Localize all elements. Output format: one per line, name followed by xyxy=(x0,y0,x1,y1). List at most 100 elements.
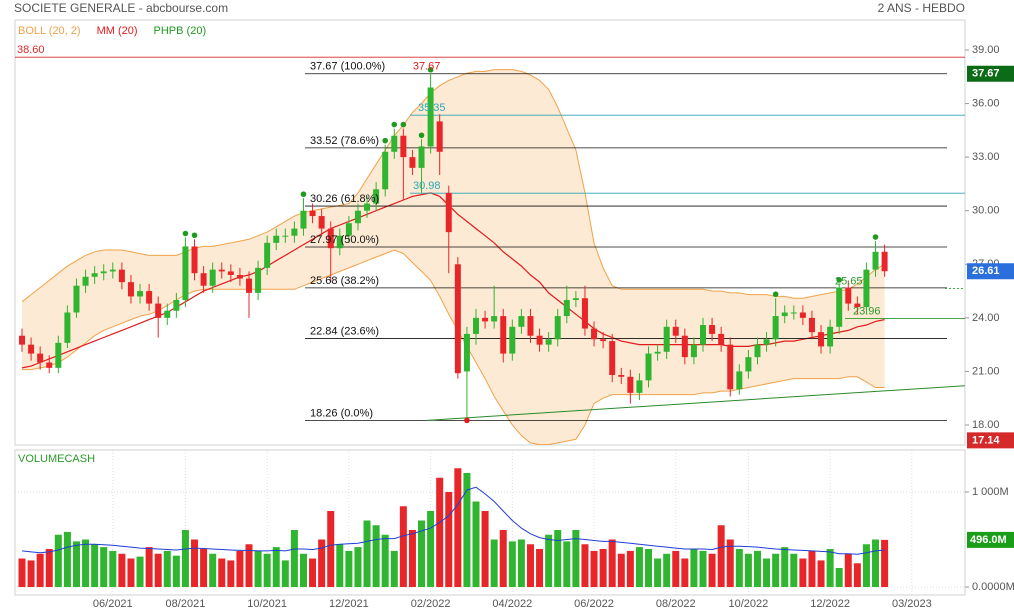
volume-bar xyxy=(91,544,99,588)
volume-bar xyxy=(363,520,371,588)
candle-body xyxy=(518,316,525,327)
volume-bar xyxy=(109,550,117,588)
volume-bar xyxy=(526,544,534,588)
volume-bar xyxy=(508,541,516,588)
y-tick-label: 36.00 xyxy=(972,97,1000,109)
candle-body xyxy=(627,376,634,393)
candle-body xyxy=(373,189,380,204)
volume-bar xyxy=(717,525,725,588)
volume-bar xyxy=(45,549,53,588)
candle-body xyxy=(155,303,162,318)
level-label: 23.96 xyxy=(853,305,881,317)
candle-body xyxy=(309,210,316,217)
candle-body xyxy=(118,269,125,283)
candle-body xyxy=(436,121,443,152)
level-label: 30.98 xyxy=(413,180,441,192)
volume-bar xyxy=(18,558,26,588)
candle-body xyxy=(409,157,416,168)
phpb-dot xyxy=(772,291,779,298)
volume-bar xyxy=(172,555,180,588)
volume-bar xyxy=(790,553,798,588)
volume-bar xyxy=(517,539,525,588)
volume-bar xyxy=(635,547,643,588)
candle-body xyxy=(382,151,389,190)
candle-body xyxy=(872,251,879,270)
volume-bar xyxy=(663,553,671,588)
candle-body xyxy=(191,246,198,274)
volume-marker-label: 496.0M xyxy=(970,534,1007,546)
candle-body xyxy=(536,335,543,345)
volume-bar xyxy=(645,549,653,588)
volume-bar xyxy=(390,550,398,588)
candle-body xyxy=(454,264,461,374)
volume-bar xyxy=(345,550,353,588)
candle-body xyxy=(227,271,234,275)
volume-bar xyxy=(290,530,298,588)
phpb-dot xyxy=(427,66,434,73)
phpb-dot xyxy=(464,417,470,424)
candle-body xyxy=(709,325,716,334)
candle-body xyxy=(354,210,361,224)
x-tick-label: 06/2021 xyxy=(93,598,133,610)
volume-bar xyxy=(318,539,326,588)
candle-body xyxy=(209,269,216,286)
candle-body xyxy=(273,235,280,243)
price-marker-label: 37.67 xyxy=(972,68,1000,80)
volume-bar xyxy=(245,544,253,588)
candle-body xyxy=(690,344,697,358)
price-marker-label: 26.61 xyxy=(972,265,1000,277)
candle-body xyxy=(391,135,398,152)
candle-body xyxy=(827,326,834,347)
candle-body xyxy=(600,339,607,342)
phpb-dot xyxy=(382,137,389,144)
volume-panel xyxy=(14,449,966,596)
volume-bar xyxy=(445,491,453,588)
candle-body xyxy=(799,312,806,318)
volume-bar xyxy=(36,553,44,588)
candle-body xyxy=(473,317,479,334)
volume-bar xyxy=(872,539,880,588)
volume-bar xyxy=(154,553,162,588)
fib-label: 18.26 (0.0%) xyxy=(310,407,373,419)
candle-body xyxy=(491,316,498,322)
candle-body xyxy=(509,326,516,354)
high-label: 37.67 xyxy=(413,61,441,73)
volume-bar xyxy=(427,511,435,588)
volume-bar xyxy=(354,547,362,588)
candle-body xyxy=(808,317,815,333)
volume-bar xyxy=(27,560,35,588)
volume-bar xyxy=(309,558,317,588)
y-tick-label: 30.00 xyxy=(972,205,1000,217)
volume-bar xyxy=(499,530,507,588)
volume-bar xyxy=(463,472,471,588)
volume-bar xyxy=(554,530,562,588)
candle-body xyxy=(418,146,425,168)
fib-label: 37.67 (100.0%) xyxy=(310,61,385,73)
candle-body xyxy=(28,344,35,354)
volume-bar xyxy=(72,541,80,588)
level-label: 38.60 xyxy=(17,44,45,56)
candle-body xyxy=(182,246,189,300)
volume-bar xyxy=(799,558,807,588)
candle-body xyxy=(463,333,470,372)
volume-bar xyxy=(563,541,571,588)
volume-bar xyxy=(572,530,580,588)
volume-bar xyxy=(200,549,208,588)
candle-body xyxy=(200,273,207,286)
x-tick-label: 03/2023 xyxy=(892,598,932,610)
volume-bar xyxy=(536,549,544,588)
price-marker xyxy=(967,263,1014,280)
volume-bar xyxy=(654,558,662,588)
candle-body xyxy=(364,203,371,211)
phpb-dot xyxy=(391,121,398,128)
fib-label: 27.97 (50.0%) xyxy=(310,234,379,246)
fib-label: 25.68 (38.2%) xyxy=(310,275,379,287)
candle-body xyxy=(609,341,616,375)
level-label: 25.65 xyxy=(835,275,863,287)
trendline xyxy=(426,385,965,421)
volume-bar xyxy=(844,553,852,588)
volume-bar xyxy=(545,534,553,588)
volume-bar xyxy=(699,550,707,588)
candle-body xyxy=(73,285,80,313)
candle-body xyxy=(545,339,552,345)
